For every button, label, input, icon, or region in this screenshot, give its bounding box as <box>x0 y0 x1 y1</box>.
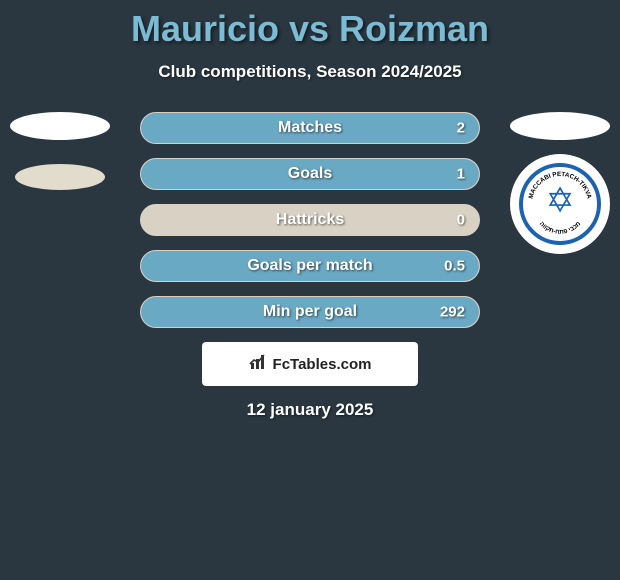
club-badge-svg: MACCABI PETACH-TIKVA מכבי פתח-תקווה ✡ <box>523 163 597 245</box>
stats-area: MACCABI PETACH-TIKVA מכבי פתח-תקווה ✡ Ma… <box>0 112 620 328</box>
stat-bar: Hattricks 0 <box>140 204 480 236</box>
stat-label: Min per goal <box>263 303 357 321</box>
star-of-david-icon: ✡ <box>546 182 575 220</box>
right-player-column: MACCABI PETACH-TIKVA מכבי פתח-תקווה ✡ <box>510 112 610 254</box>
left-player-column <box>10 112 110 190</box>
attribution-box: FcTables.com <box>202 342 418 386</box>
club-badge-ring: MACCABI PETACH-TIKVA מכבי פתח-תקווה ✡ <box>519 163 601 245</box>
stat-bar: Matches 2 <box>140 112 480 144</box>
chart-icon <box>249 353 267 376</box>
stat-bar: Min per goal 292 <box>140 296 480 328</box>
subtitle: Club competitions, Season 2024/2025 <box>0 62 620 82</box>
stat-label: Goals per match <box>247 257 372 275</box>
club-badge: MACCABI PETACH-TIKVA מכבי פתח-תקווה ✡ <box>510 154 610 254</box>
date-text: 12 january 2025 <box>0 400 620 420</box>
stat-bar: Goals per match 0.5 <box>140 250 480 282</box>
stat-value-right: 0 <box>457 212 465 229</box>
stat-value-right: 2 <box>457 120 465 137</box>
player-left-shadow-2 <box>15 164 105 190</box>
page-title: Mauricio vs Roizman <box>0 8 620 50</box>
comparison-card: Mauricio vs Roizman Club competitions, S… <box>0 0 620 420</box>
stat-label: Goals <box>288 165 332 183</box>
stat-label: Hattricks <box>276 211 344 229</box>
stat-value-right: 292 <box>440 304 465 321</box>
attribution-text: FcTables.com <box>273 356 372 373</box>
stat-value-right: 0.5 <box>444 258 465 275</box>
player-left-shadow-1 <box>10 112 110 140</box>
stat-value-right: 1 <box>457 166 465 183</box>
badge-text-bottom: מכבי פתח-תקווה <box>538 220 583 236</box>
player-right-shadow <box>510 112 610 140</box>
stat-bar: Goals 1 <box>140 158 480 190</box>
stat-label: Matches <box>278 119 342 137</box>
